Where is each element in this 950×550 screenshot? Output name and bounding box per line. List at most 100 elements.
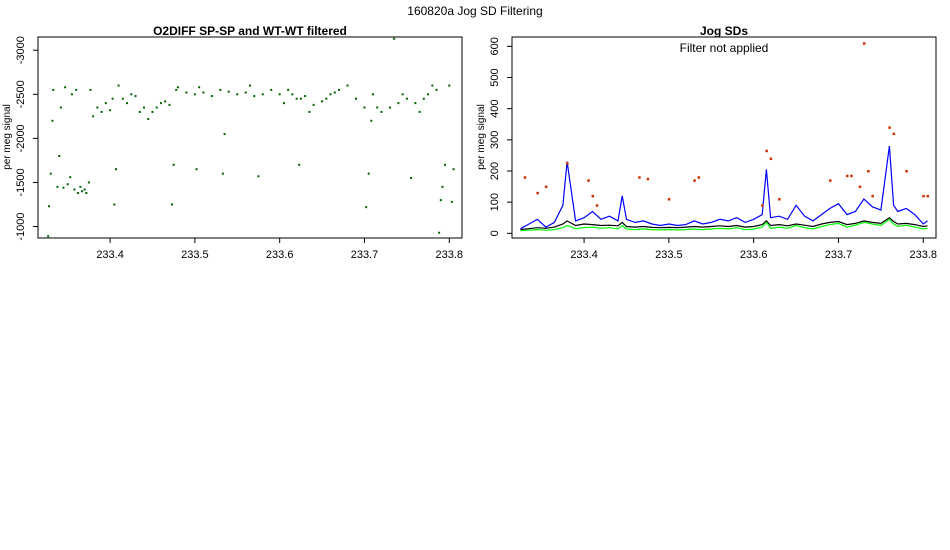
- left-data-point: [202, 91, 205, 94]
- right-x-tick-label: 233.8: [910, 249, 938, 261]
- left-data-point: [397, 102, 400, 105]
- left-data-point: [393, 37, 396, 40]
- left-data-point: [427, 93, 430, 96]
- left-data-point: [370, 119, 373, 122]
- left-data-point: [410, 177, 413, 180]
- left-data-point: [325, 97, 328, 100]
- left-data-point: [193, 93, 196, 96]
- left-data-point: [452, 168, 455, 171]
- left-data-point: [79, 185, 82, 188]
- right-outlier-point: [544, 185, 548, 189]
- left-data-point: [371, 93, 374, 96]
- left-data-point: [195, 168, 198, 171]
- left-data-point: [221, 172, 224, 175]
- left-y-tick-label: -1500: [15, 168, 27, 196]
- right-x-axis: 233.4 233.5 233.6 233.7 233.8: [570, 238, 937, 261]
- right-y-tick-label: 300: [489, 131, 501, 149]
- left-data-point: [159, 102, 162, 105]
- right-outlier-point: [693, 179, 696, 182]
- right-y-tick-label: 400: [489, 99, 501, 117]
- left-data-point: [448, 84, 451, 87]
- right-outlier-point: [587, 179, 590, 182]
- left-data-point: [92, 115, 95, 118]
- left-data-point: [418, 110, 421, 113]
- left-y-tick-label: -2500: [15, 80, 27, 108]
- left-data-point: [405, 97, 408, 100]
- left-data-point: [257, 175, 260, 178]
- left-x-axis: 233.4 233.5 233.6 233.7 233.8: [96, 238, 463, 261]
- left-data-point: [81, 190, 84, 193]
- right-panel-title: Jog SDs: [700, 24, 748, 38]
- right-x-tick-label: 233.4: [570, 249, 598, 261]
- left-data-point: [185, 91, 188, 94]
- right-outlier-point: [867, 170, 870, 173]
- left-data-point: [329, 93, 332, 96]
- left-data-point: [48, 205, 51, 208]
- left-data-point: [355, 97, 357, 100]
- left-data-point: [155, 106, 158, 109]
- left-data-point: [219, 88, 222, 91]
- right-series-line: [520, 146, 928, 230]
- right-x-tick-label: 233.7: [825, 249, 853, 261]
- left-x-tick-label: 233.8: [436, 249, 464, 261]
- left-data-point: [147, 117, 150, 120]
- right-y-axis: 0 100 200 300 400 500 600: [489, 37, 512, 236]
- left-y-axis: -1000 -1500 -2000 -2500 -3000: [15, 36, 38, 241]
- right-outlier-point: [922, 194, 925, 198]
- left-data-point: [70, 93, 73, 96]
- left-data-point: [96, 106, 99, 109]
- right-y-tick-label: 200: [489, 162, 501, 180]
- left-data-point: [287, 88, 290, 91]
- left-plot-frame: [37, 36, 463, 239]
- right-plot-frame: [511, 36, 937, 239]
- left-data-point: [66, 183, 69, 186]
- left-data-point: [89, 88, 92, 91]
- left-data-point: [115, 168, 118, 171]
- left-data-point: [444, 163, 447, 166]
- left-data-point: [291, 93, 294, 96]
- left-data-point: [438, 231, 441, 234]
- left-data-point: [52, 88, 55, 91]
- left-data-point: [117, 84, 120, 87]
- left-y-axis-label: per meg signal: [2, 104, 13, 170]
- left-data-point: [170, 203, 173, 206]
- left-data-point: [227, 90, 230, 93]
- left-data-point: [75, 88, 78, 91]
- right-outlier-point: [892, 132, 896, 136]
- left-data-point: [346, 84, 349, 87]
- left-data-point: [56, 185, 59, 188]
- right-plot-area: [520, 42, 930, 232]
- left-plot-area: [47, 37, 455, 238]
- left-data-point: [109, 109, 112, 112]
- left-data-point: [249, 84, 251, 87]
- left-data-point: [282, 102, 285, 105]
- left-data-point: [100, 110, 103, 113]
- left-data-point: [261, 93, 264, 96]
- left-data-point: [126, 102, 129, 105]
- figure-title: 160820a Jog SD Filtering: [407, 4, 542, 18]
- left-panel-title: O2DIFF SP-SP and WT-WT filtered: [153, 24, 347, 38]
- left-data-point: [414, 102, 417, 105]
- right-x-tick-label: 233.5: [655, 249, 683, 261]
- left-data-point: [58, 155, 61, 158]
- right-y-tick-label: 0: [489, 230, 501, 236]
- left-data-point: [321, 100, 324, 103]
- left-data-point: [333, 91, 336, 94]
- right-outlier-point: [926, 194, 930, 198]
- left-data-point: [253, 95, 256, 98]
- right-outlier-point: [862, 42, 866, 45]
- left-data-point: [121, 97, 124, 100]
- left-data-point: [365, 206, 368, 209]
- left-data-point: [62, 186, 65, 189]
- left-data-point: [450, 200, 453, 203]
- left-data-point: [83, 188, 86, 191]
- left-data-point: [175, 88, 178, 91]
- left-data-point: [441, 185, 444, 188]
- left-data-point: [312, 103, 315, 106]
- left-data-point: [431, 84, 434, 87]
- left-x-tick-label: 233.7: [351, 249, 379, 261]
- left-data-point: [401, 93, 404, 96]
- right-outlier-point: [829, 179, 832, 182]
- left-x-tick-label: 233.5: [181, 249, 209, 261]
- right-outlier-point: [566, 162, 569, 165]
